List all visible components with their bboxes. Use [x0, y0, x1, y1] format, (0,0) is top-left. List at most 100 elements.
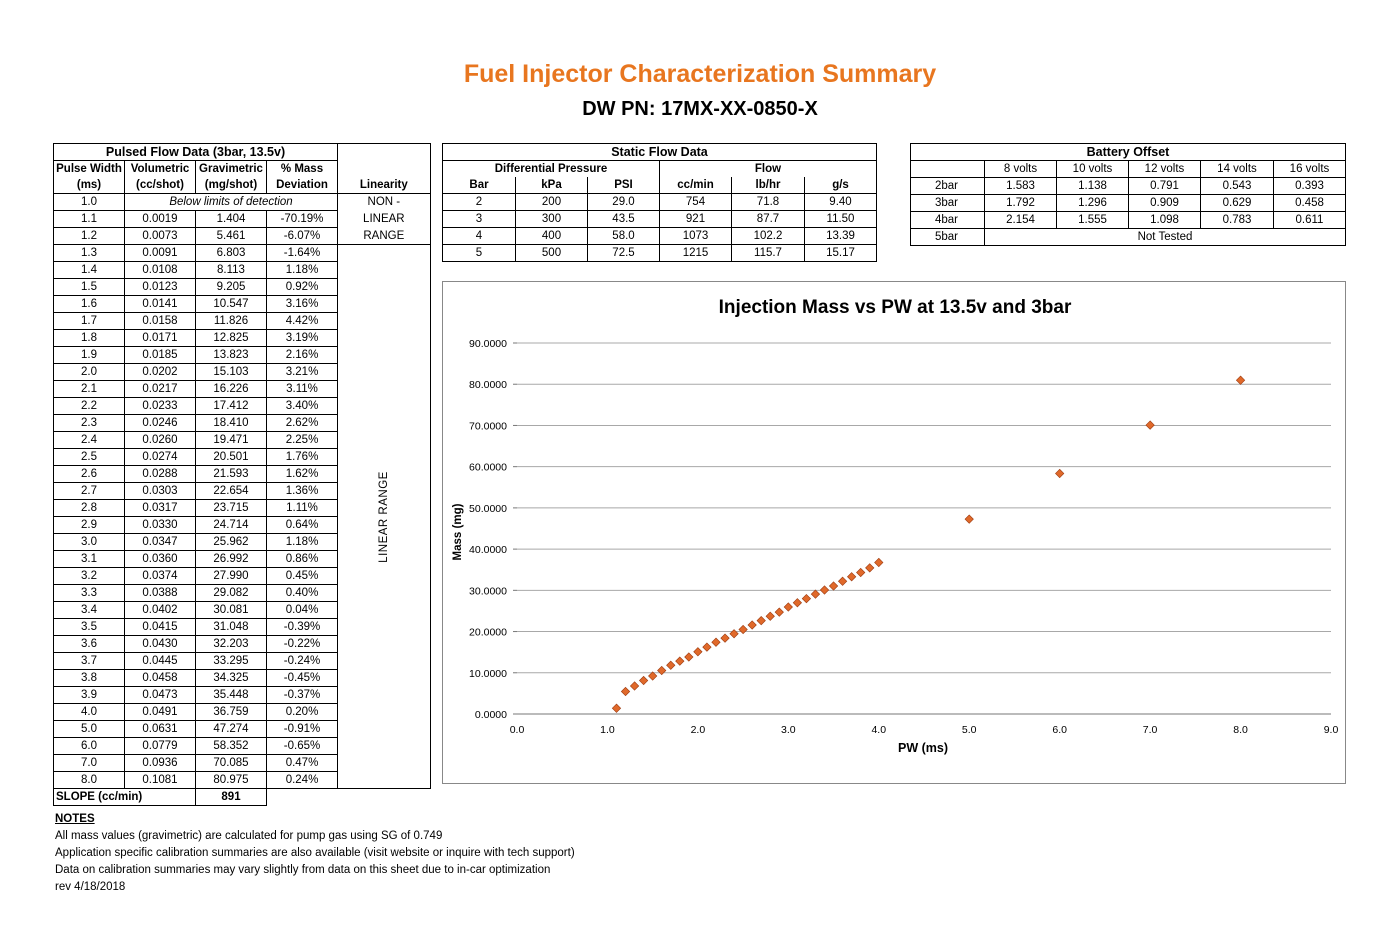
offset-cell: 0.393 — [1273, 177, 1346, 195]
deviation-cell: -0.37% — [266, 686, 338, 704]
col-gs: g/s — [804, 177, 877, 194]
pw-cell: 1.1 — [53, 210, 125, 228]
y-tick-label: 80.0000 — [469, 379, 507, 391]
pw-cell: 3.1 — [53, 550, 125, 568]
note-line: Application specific calibration summari… — [55, 847, 575, 859]
revision-date: rev 4/18/2018 — [55, 881, 126, 893]
table-row: 3 300 43.5 921 87.7 11.50 — [442, 210, 877, 228]
pw-cell: 1.9 — [53, 346, 125, 364]
deviation-cell: -0.24% — [266, 652, 338, 670]
kpa-cell: 400 — [515, 227, 588, 245]
data-point — [720, 633, 730, 643]
chart-svg: Injection Mass vs PW at 13.5v and 3bar P… — [452, 297, 1338, 755]
psi-cell: 43.5 — [587, 210, 660, 228]
deviation-cell: 3.19% — [266, 329, 338, 347]
gravimetric-cell: 36.759 — [195, 703, 267, 721]
gs-cell: 15.17 — [826, 247, 855, 259]
static-flow-table: Static Flow Data Differential Pressure F… — [442, 143, 877, 262]
data-point — [629, 681, 640, 691]
table-row: 2.9 0.0330 24.714 0.64% — [53, 516, 431, 534]
volumetric-cell: 0.0402 — [124, 601, 196, 619]
volumetric-cell: 0.0091 — [124, 244, 196, 262]
deviation-cell: -0.65% — [266, 737, 338, 755]
deviation-cell: 0.47% — [266, 754, 338, 772]
gravimetric-cell: 23.715 — [195, 499, 267, 517]
table-row: 2bar 1.583 1.138 0.791 0.543 0.393 — [910, 177, 1346, 195]
psi-cell: 29.0 — [587, 193, 660, 211]
col-ccmin: cc/min — [659, 177, 732, 194]
offset-cell: 1.296 — [1056, 194, 1129, 212]
page-title: Fuel Injector Characterization Summary — [463, 60, 937, 88]
dp-header: Differential Pressure — [442, 160, 660, 177]
y-tick-label: 30.0000 — [469, 585, 507, 597]
gravimetric-cell: 25.962 — [195, 533, 267, 551]
table-row: 2.3 0.0246 18.410 2.62% — [53, 414, 431, 432]
deviation-cell: 1.62% — [266, 465, 338, 483]
volumetric-cell: 0.0779 — [124, 737, 196, 755]
y-tick-label: 50.0000 — [469, 503, 507, 515]
col-16-volts: 16 volts — [1273, 160, 1346, 178]
nonlinear-label-3: RANGE — [337, 227, 431, 245]
gravimetric-cell: 13.823 — [195, 346, 267, 364]
deviation-cell: -0.91% — [266, 720, 338, 738]
deviation-cell: 0.40% — [266, 584, 338, 602]
table-row: 2.2 0.0233 17.412 3.40% — [53, 397, 431, 415]
battery-offset-section: Battery Offset 8 volts 10 volts 12 volts… — [910, 143, 1346, 246]
deviation-cell: -0.22% — [266, 635, 338, 653]
pw-cell: 1.7 — [53, 312, 125, 330]
x-tick-label: 3.0 — [781, 724, 796, 736]
notes-section: NOTES All mass values (gravimetric) are … — [55, 811, 575, 896]
pulsed-flow-title: Pulsed Flow Data (3bar, 13.5v) — [53, 143, 338, 161]
pw-cell: 3.8 — [53, 669, 125, 687]
col-linearity: Linearity — [337, 177, 431, 194]
data-point — [738, 624, 748, 635]
volumetric-cell: 0.0360 — [124, 550, 196, 568]
pw-cell: 5.0 — [53, 720, 125, 738]
y-tick-label: 10.0000 — [469, 668, 507, 680]
data-point — [847, 572, 857, 582]
table-row: 3.5 0.0415 31.048 -0.39% — [53, 618, 431, 636]
deviation-cell: 0.45% — [266, 567, 338, 585]
gravimetric-cell: 27.990 — [195, 567, 267, 585]
x-tick-label: 8.0 — [1233, 724, 1248, 736]
gravimetric-cell: 22.654 — [195, 482, 267, 500]
gravimetric-cell: 31.048 — [195, 618, 267, 636]
ccmin-cell: 921 — [659, 210, 732, 228]
bar-cell: 3 — [442, 210, 516, 228]
data-point — [810, 589, 821, 599]
table-row: 3.4 0.0402 30.081 0.04% — [53, 601, 431, 619]
data-point — [801, 593, 812, 604]
pw-cell: 3.9 — [53, 686, 125, 704]
gravimetric-cell: 33.295 — [195, 652, 267, 670]
gravimetric-cell: 21.593 — [195, 465, 267, 483]
data-point — [837, 576, 848, 586]
kpa-cell: 200 — [515, 193, 588, 211]
data-point — [702, 642, 712, 652]
col-8-volts: 8 volts — [984, 160, 1057, 178]
volumetric-cell: 0.0158 — [124, 312, 196, 330]
pw-cell: 2.5 — [53, 448, 125, 466]
table-row: 1.3 0.0091 6.803 -1.64% LINEAR RANGE — [53, 244, 431, 789]
table-row: 3.8 0.0458 34.325 -0.45% — [53, 669, 431, 687]
deviation-cell: 2.16% — [266, 346, 338, 364]
x-tick-label: 1.0 — [600, 724, 615, 736]
offset-cell: 1.098 — [1128, 211, 1201, 229]
deviation-cell: 1.18% — [266, 261, 338, 279]
volumetric-cell: 0.0631 — [124, 720, 196, 738]
table-row: 3.3 0.0388 29.082 0.40% — [53, 584, 431, 602]
offset-cell: 0.791 — [1128, 177, 1201, 195]
table-row: 2.5 0.0274 20.501 1.76% — [53, 448, 431, 466]
offset-cell: 1.583 — [984, 177, 1057, 195]
table-row: 1.8 0.0171 12.825 3.19% — [53, 329, 431, 347]
not-tested: Not Tested — [1137, 231, 1193, 243]
bar-cell: 2 — [442, 193, 516, 211]
offset-cell: 1.555 — [1056, 211, 1129, 229]
slope-value: 891 — [195, 788, 267, 806]
table-row: 1.4 0.0108 8.113 1.18% — [53, 261, 431, 279]
volumetric-cell: 0.0217 — [124, 380, 196, 398]
deviation-cell: 3.11% — [266, 380, 338, 398]
gravimetric-cell: 26.992 — [195, 550, 267, 568]
table-row: 2.7 0.0303 22.654 1.36% — [53, 482, 431, 500]
note-line: All mass values (gravimetric) are calcul… — [55, 830, 443, 842]
table-row: 1.0 Below limits of detection NON - — [53, 193, 431, 211]
